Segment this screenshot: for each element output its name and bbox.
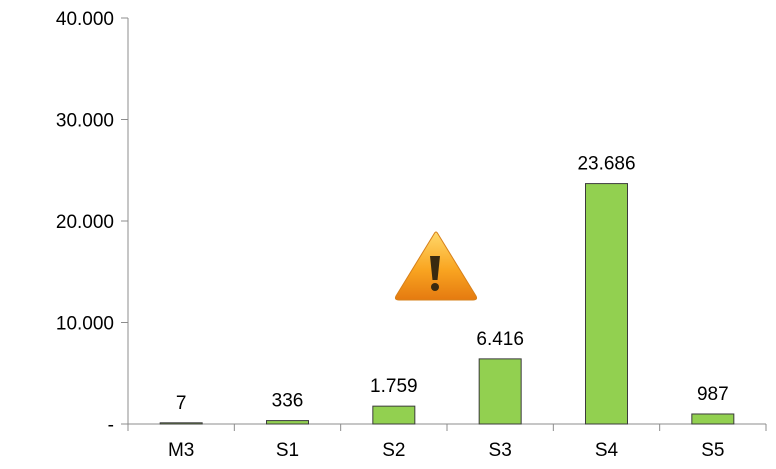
data-label-s4: 23.686 [577, 154, 635, 175]
x-tick-label-s1: S1 [276, 440, 299, 461]
bar-s3 [478, 358, 522, 425]
data-label-s2: 1.759 [370, 376, 418, 397]
bar-s2 [372, 405, 416, 425]
bar-s1 [266, 420, 309, 425]
y-tick-label: 30.000 [56, 111, 114, 132]
y-tick-label: - [108, 415, 114, 436]
x-tick-label-s2: S2 [382, 440, 405, 461]
bar-m3 [159, 422, 203, 425]
labels: - 10.000 20.000 30.000 40.000 7 M3 336 S1 1.759 S2… [56, 9, 729, 461]
y-tick-label: 40.000 [56, 9, 114, 30]
x-tick-label-s3: S3 [489, 440, 512, 461]
data-label-s1: 336 [272, 391, 304, 412]
data-label-s5: 987 [697, 384, 729, 405]
axes [121, 17, 767, 431]
bar-s4 [585, 183, 628, 425]
data-label-s3: 6.416 [476, 329, 524, 350]
y-tick-label: 20.000 [56, 212, 114, 233]
bar-s5 [691, 413, 735, 425]
y-tick-label: 10.000 [56, 314, 114, 335]
data-label-m3: 7 [176, 393, 187, 414]
x-tick-label-s5: S5 [701, 440, 724, 461]
bars [159, 183, 735, 425]
x-tick-label-s4: S4 [595, 440, 619, 461]
x-tick-label-m3: M3 [168, 440, 194, 461]
warning-triangle-icon [394, 231, 478, 301]
